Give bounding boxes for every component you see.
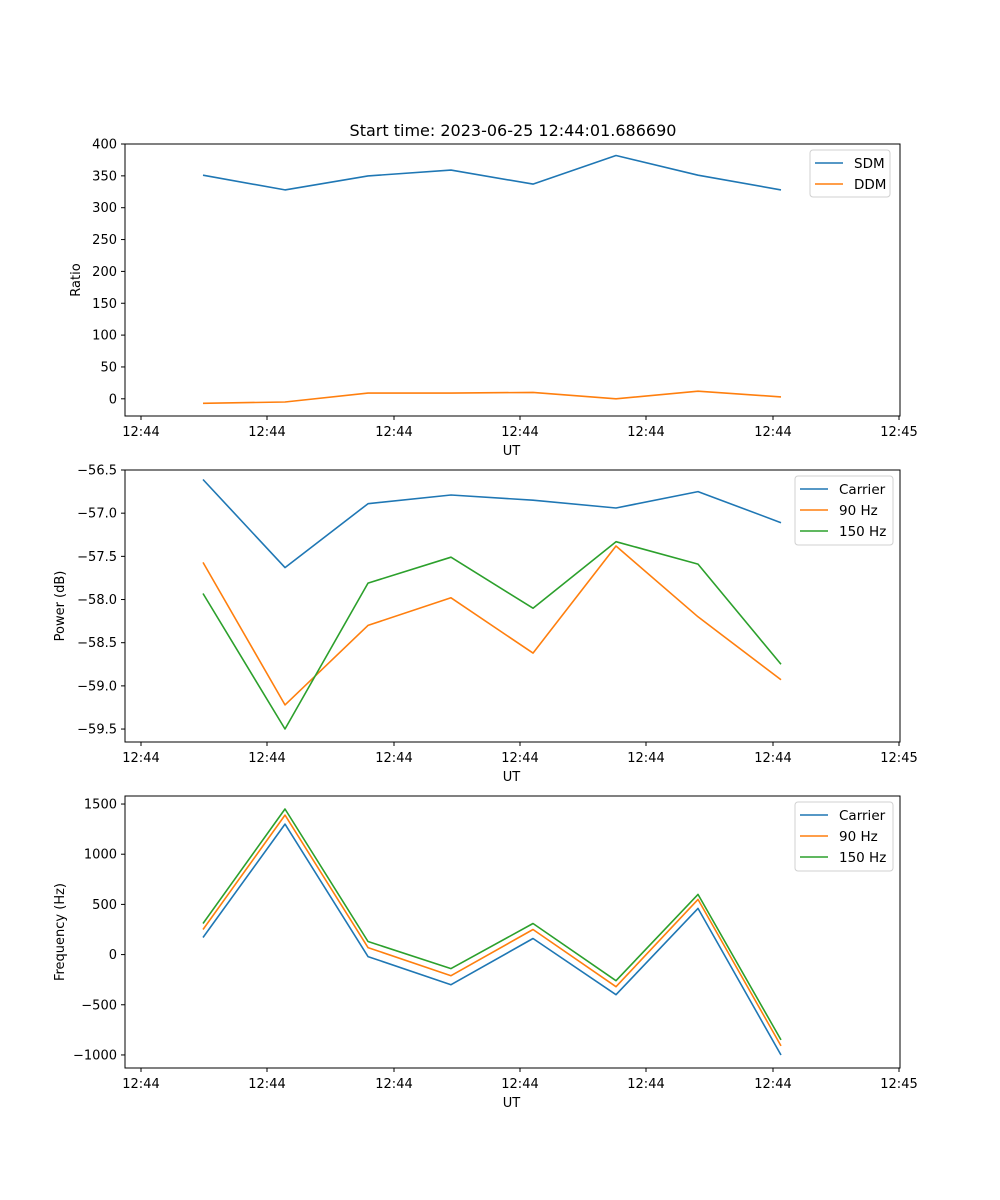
- x-tick-label: 12:44: [375, 1077, 412, 1092]
- series-line: [202, 814, 782, 1047]
- x-tick-label: 12:44: [122, 1077, 159, 1092]
- y-axis-label: Power (dB): [53, 571, 68, 642]
- legend-box: [794, 475, 894, 546]
- axes-frame: [124, 143, 901, 417]
- chart-panel: 12:44 12:44 12:44 12:44 12:44 12:44 12:45 −59.5…: [53, 464, 918, 786]
- x-tick-label: 12:44: [375, 425, 412, 440]
- legend: SDM DDM: [809, 149, 891, 198]
- series-line: [202, 154, 782, 191]
- y-tick-label: −58.0: [77, 593, 117, 608]
- y-tick-label: 400: [92, 138, 117, 153]
- y-tick-label: −500: [81, 998, 117, 1013]
- y-tick-label: 300: [92, 201, 117, 216]
- x-tick-label: 12:44: [627, 425, 664, 440]
- y-tick-label: −1000: [73, 1048, 117, 1063]
- y-tick-label: 1500: [84, 798, 117, 813]
- x-axis-label: UT: [503, 1096, 521, 1111]
- y-tick-label: −59.0: [77, 679, 117, 694]
- y-tick-label: −58.5: [77, 636, 117, 651]
- legend-label: 90 Hz: [839, 503, 878, 519]
- legend: Carrier 90 Hz 150 Hz: [794, 801, 894, 872]
- axes-frame: [124, 795, 901, 1069]
- y-tick-label: 200: [92, 265, 117, 280]
- axes-frame: [124, 469, 901, 743]
- y-tick-label: −59.5: [77, 723, 117, 738]
- x-axis-label: UT: [503, 770, 521, 785]
- chart-panel: 12:44 12:44 12:44 12:44 12:44 12:44 12:45 0 50 10…: [69, 138, 918, 460]
- x-tick-label: 12:45: [880, 425, 917, 440]
- y-tick-label: 50: [100, 360, 117, 375]
- legend-label: Carrier: [839, 808, 886, 824]
- x-axis-label: UT: [503, 444, 521, 459]
- y-tick-label: 350: [92, 169, 117, 184]
- series-line: [202, 808, 782, 1041]
- x-tick-label: 12:45: [880, 1077, 917, 1092]
- y-tick-label: −56.5: [77, 464, 117, 479]
- legend-label: 150 Hz: [839, 850, 886, 866]
- series-line: [202, 478, 782, 569]
- x-tick-label: 12:44: [122, 425, 159, 440]
- x-tick-label: 12:44: [501, 425, 538, 440]
- y-axis-label: Frequency (Hz): [53, 883, 68, 981]
- y-tick-label: 1000: [84, 848, 117, 863]
- x-tick-label: 12:44: [754, 751, 791, 766]
- legend-label: 150 Hz: [839, 524, 886, 540]
- y-tick-label: −57.0: [77, 507, 117, 522]
- series-line: [202, 390, 782, 405]
- x-tick-label: 12:44: [627, 1077, 664, 1092]
- x-tick-label: 12:44: [501, 751, 538, 766]
- legend-box: [794, 801, 894, 872]
- y-tick-label: 0: [109, 948, 117, 963]
- chart-panel: 12:44 12:44 12:44 12:44 12:44 12:44 12:45 −1000…: [53, 795, 918, 1111]
- figure-title: Start time: 2023-06-25 12:44:01.686690: [350, 121, 677, 140]
- x-tick-label: 12:44: [375, 751, 412, 766]
- x-tick-label: 12:45: [880, 751, 917, 766]
- x-tick-label: 12:44: [501, 1077, 538, 1092]
- y-axis-label: Ratio: [69, 263, 84, 296]
- series-line: [202, 545, 782, 706]
- legend: Carrier 90 Hz 150 Hz: [794, 475, 894, 546]
- legend-label: Carrier: [839, 482, 886, 498]
- x-tick-label: 12:44: [754, 425, 791, 440]
- legend-label: 90 Hz: [839, 829, 878, 845]
- x-tick-label: 12:44: [122, 751, 159, 766]
- y-tick-label: 100: [92, 329, 117, 344]
- y-tick-label: 0: [109, 392, 117, 407]
- y-tick-label: 250: [92, 233, 117, 248]
- x-tick-label: 12:44: [248, 425, 285, 440]
- x-tick-label: 12:44: [248, 1077, 285, 1092]
- legend-label: SDM: [854, 156, 885, 172]
- legend-label: DDM: [854, 177, 886, 193]
- series-line: [202, 540, 782, 730]
- y-tick-label: −57.5: [77, 550, 117, 565]
- y-tick-label: 500: [92, 898, 117, 913]
- series-line: [202, 823, 782, 1056]
- x-tick-label: 12:44: [248, 751, 285, 766]
- panels: 12:44 12:44 12:44 12:44 12:44 12:44 12:45 0 50 10…: [53, 138, 918, 1112]
- x-tick-label: 12:44: [754, 1077, 791, 1092]
- x-tick-label: 12:44: [627, 751, 664, 766]
- legend-box: [809, 149, 891, 198]
- y-tick-label: 150: [92, 297, 117, 312]
